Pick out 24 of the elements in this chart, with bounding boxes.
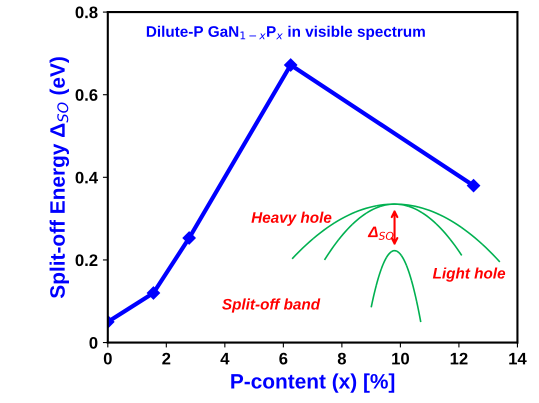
y-tick-label: 0.6	[76, 89, 98, 101]
x-tick-label: 0	[104, 352, 112, 365]
y-axis-title: Split-off Energy Δ$_{SO}$ (eV)	[50, 57, 70, 298]
x-tick-label: 4	[220, 352, 230, 364]
x-tick-label: 14	[509, 352, 527, 364]
annotation: Split-off band	[222, 298, 320, 313]
x-tick-label: 8	[338, 352, 346, 365]
x-axis-title: P-content (x) [%]	[231, 373, 394, 393]
x-tick-label: 2	[162, 352, 170, 364]
x-tick-label: 10	[392, 352, 409, 365]
y-tick-label: 0.2	[76, 254, 98, 266]
annotation: Light hole	[432, 267, 506, 282]
point	[284, 58, 298, 72]
point	[182, 231, 196, 245]
point	[146, 286, 160, 300]
annotation: Heavy hole	[251, 212, 332, 226]
point	[466, 178, 480, 192]
y-tick-label: 0.8	[76, 6, 98, 18]
x-tick-label: 6	[279, 352, 288, 365]
text: Dilute-P GaN$_{1−x}$P$_{x}$ in visible spectrum	[146, 26, 425, 40]
y-tick-label: 0.4	[76, 172, 98, 184]
x-tick-label: 12	[450, 352, 468, 364]
y-tick-label: 0	[89, 336, 98, 349]
annotation: Δ$_{SO}$	[368, 226, 394, 240]
